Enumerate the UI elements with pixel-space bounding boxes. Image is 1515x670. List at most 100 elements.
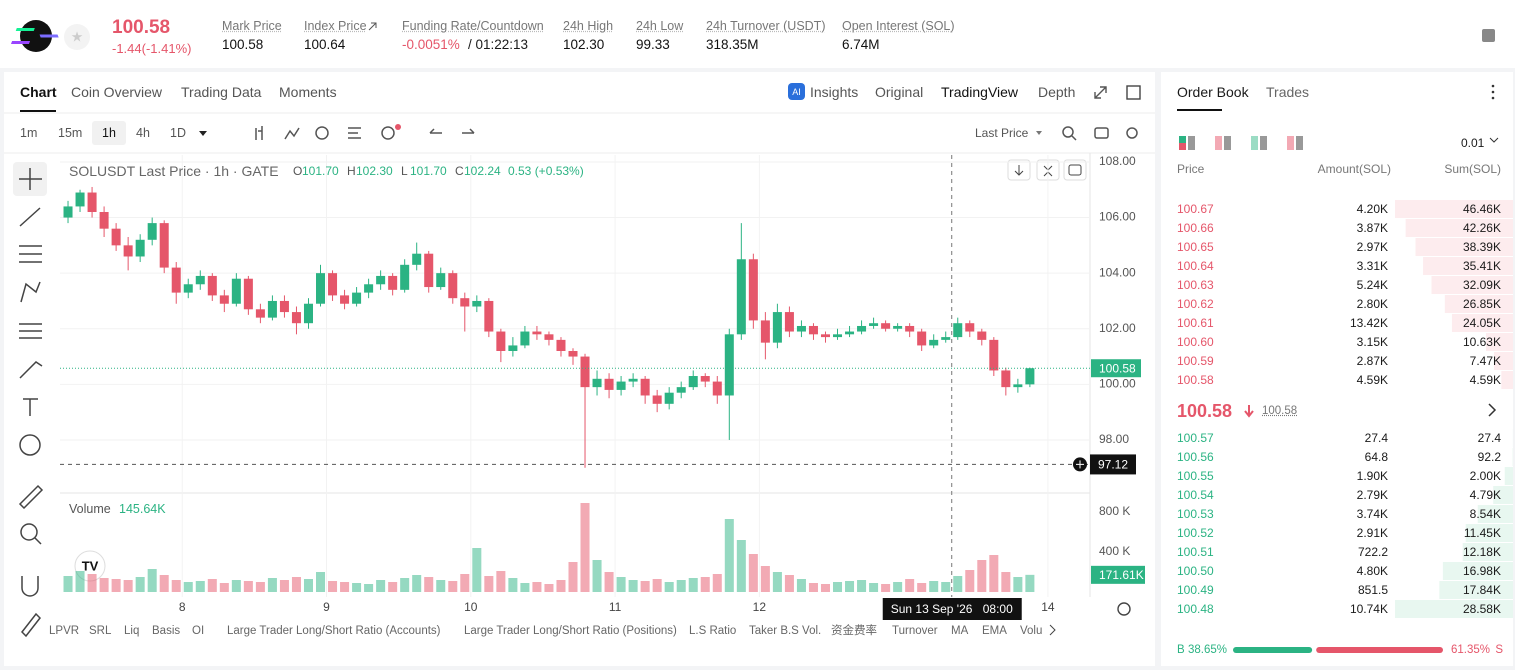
mark-price: 100.58 bbox=[1262, 405, 1298, 417]
chart-buttons[interactable] bbox=[1007, 159, 1087, 181]
tab[interactable]: Coin Overview bbox=[71, 84, 163, 100]
volume-bar bbox=[147, 569, 157, 592]
volume-bar bbox=[820, 584, 830, 592]
window-icon[interactable] bbox=[1126, 85, 1141, 100]
view-tab[interactable]: TradingView bbox=[941, 84, 1019, 100]
volume-tick-label: 800 K bbox=[1099, 504, 1130, 518]
volume-bar bbox=[748, 554, 758, 592]
indicator[interactable]: Volu bbox=[1020, 625, 1043, 637]
view-tab[interactable]: Insights bbox=[810, 84, 859, 100]
book-sum: 16.98K bbox=[1462, 564, 1501, 578]
menu-dot[interactable] bbox=[1491, 90, 1495, 94]
settings-icon[interactable] bbox=[1117, 602, 1131, 616]
depth-bar bbox=[1451, 314, 1513, 332]
menu-dot[interactable] bbox=[1491, 84, 1495, 88]
indicator[interactable]: OI bbox=[192, 625, 205, 637]
candle-body bbox=[532, 331, 542, 335]
candle-body bbox=[376, 275, 386, 285]
candle-body bbox=[953, 323, 963, 338]
favorite-button[interactable] bbox=[64, 24, 90, 50]
expand-icon[interactable] bbox=[1094, 86, 1107, 99]
indicator[interactable]: EMA bbox=[982, 625, 1007, 637]
interval[interactable]: 1h bbox=[102, 126, 116, 140]
volume-bar bbox=[279, 580, 289, 592]
indicator[interactable]: MA bbox=[951, 625, 969, 637]
volume-bar bbox=[436, 580, 446, 592]
volume-bar bbox=[195, 581, 205, 592]
book-tab[interactable]: Trades bbox=[1266, 84, 1310, 100]
volume-bar bbox=[388, 582, 398, 592]
book-sum: 42.26K bbox=[1462, 221, 1501, 235]
candle-body bbox=[845, 331, 855, 335]
tab[interactable]: Moments bbox=[279, 84, 337, 100]
chart-title: SOLUSDT Last Price · 1h · GATE bbox=[69, 163, 279, 179]
toolbar-icons[interactable] bbox=[255, 126, 1138, 141]
volume-bar bbox=[111, 579, 121, 592]
ohlc-key: H bbox=[347, 164, 356, 178]
volume-bar bbox=[219, 583, 229, 592]
book-view-icons[interactable] bbox=[1179, 136, 1303, 150]
candle-body bbox=[195, 275, 205, 285]
dropdown-caret[interactable] bbox=[199, 131, 207, 136]
indicator[interactable]: 资金费率 bbox=[831, 625, 877, 637]
book-sum: 46.46K bbox=[1462, 202, 1501, 216]
menu-dot[interactable] bbox=[1491, 96, 1495, 100]
indicator[interactable]: SRL bbox=[89, 625, 112, 637]
candle-body bbox=[243, 278, 253, 310]
interval-selected-bg bbox=[92, 121, 126, 145]
indicator[interactable]: Turnover bbox=[892, 625, 938, 637]
tv-logo-text: TV bbox=[82, 558, 99, 573]
interval[interactable]: 15m bbox=[58, 126, 83, 140]
view-tab[interactable]: Depth bbox=[1038, 84, 1076, 100]
indicator[interactable]: Liq bbox=[124, 625, 140, 637]
book-sum: 24.05K bbox=[1462, 316, 1501, 330]
stat-countdown: / 01:22:13 bbox=[468, 37, 529, 52]
indicator[interactable]: Basis bbox=[152, 625, 181, 637]
tab[interactable]: Trading Data bbox=[181, 84, 262, 100]
volume-bar bbox=[291, 577, 301, 592]
book-sum: 27.4 bbox=[1477, 431, 1501, 445]
tab[interactable]: Chart bbox=[20, 84, 57, 100]
notice-dot bbox=[395, 124, 401, 130]
volume-bar bbox=[724, 519, 734, 592]
volume-bar bbox=[869, 583, 879, 592]
indicator[interactable]: Large Trader Long/Short Ratio (Accounts) bbox=[227, 625, 441, 637]
volume-bar bbox=[688, 578, 698, 592]
candle-body bbox=[664, 392, 674, 404]
interval[interactable]: 4h bbox=[136, 126, 150, 140]
mid-arrow[interactable] bbox=[1488, 403, 1497, 417]
book-price: 100.65 bbox=[1177, 240, 1214, 254]
price-type[interactable]: Last Price bbox=[975, 126, 1029, 140]
book-price: 100.50 bbox=[1177, 564, 1214, 578]
volume-bar bbox=[568, 562, 578, 592]
candle-body bbox=[219, 295, 229, 304]
indicator[interactable]: LPVR bbox=[49, 625, 80, 637]
precision-caret[interactable] bbox=[1489, 137, 1499, 143]
interval[interactable]: 1D bbox=[170, 126, 186, 140]
price-type-caret[interactable] bbox=[1036, 131, 1042, 135]
view-tab[interactable]: Original bbox=[875, 84, 924, 100]
candle-body bbox=[412, 253, 422, 265]
volume-bar bbox=[87, 574, 97, 592]
candle-body bbox=[724, 334, 734, 396]
indicator[interactable]: L.S Ratio bbox=[689, 625, 737, 637]
precision[interactable]: 0.01 bbox=[1461, 136, 1485, 150]
scroll-arrow[interactable] bbox=[1049, 624, 1056, 636]
drawing-tools[interactable] bbox=[18, 168, 44, 638]
candle-body bbox=[147, 223, 157, 240]
volume-bar bbox=[712, 574, 722, 592]
volume-bar bbox=[448, 581, 458, 592]
volume-bar bbox=[796, 579, 806, 592]
book-price: 100.60 bbox=[1177, 335, 1214, 349]
logo-stripe bbox=[15, 28, 35, 31]
book-amount: 3.31K bbox=[1356, 259, 1388, 273]
candle-body bbox=[496, 331, 506, 351]
last-volume-box bbox=[1091, 565, 1145, 584]
volume-bar bbox=[352, 583, 362, 592]
interval[interactable]: 1m bbox=[20, 126, 38, 140]
indicator[interactable]: Taker B.S Vol. bbox=[749, 625, 822, 637]
indicator[interactable]: Large Trader Long/Short Ratio (Positions… bbox=[464, 625, 677, 637]
header-icon[interactable] bbox=[1482, 29, 1495, 42]
book-tab[interactable]: Order Book bbox=[1177, 84, 1249, 100]
ohlc-key: O bbox=[293, 164, 303, 178]
